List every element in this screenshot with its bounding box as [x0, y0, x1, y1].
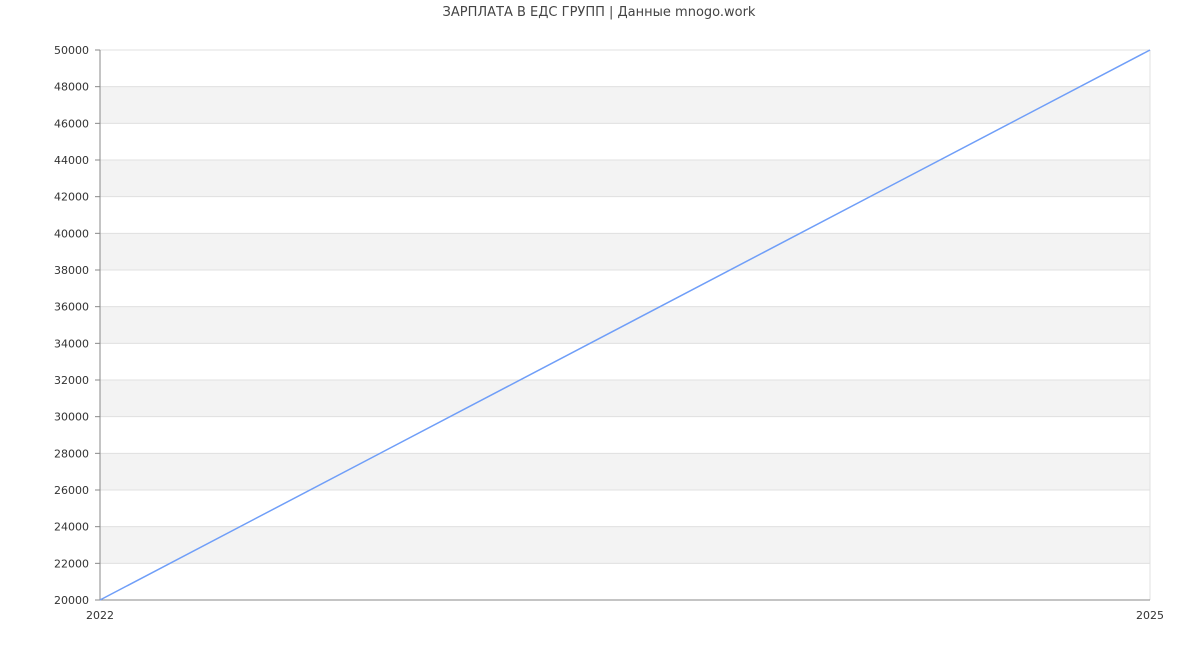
background-band: [100, 233, 1150, 270]
salary-series-line: [99, 49, 1151, 601]
y-tick-label: 28000: [54, 447, 89, 460]
y-tick-label: 38000: [54, 264, 89, 277]
y-tick-label: 32000: [54, 374, 89, 387]
y-tick-label: 40000: [54, 227, 89, 240]
background-band: [100, 526, 1150, 564]
y-tick-label: 26000: [54, 484, 89, 497]
x-tick-label: 2022: [86, 609, 114, 622]
y-tick-label: 20000: [54, 594, 89, 607]
y-tick-label: 24000: [54, 521, 89, 534]
y-tick-label: 34000: [54, 337, 89, 350]
background-band: [100, 380, 1150, 417]
y-tick-label: 22000: [54, 557, 89, 570]
background-band: [100, 453, 1150, 490]
chart-title: ЗАРПЛАТА В ЕДС ГРУПП | Данные mnogo.work: [443, 5, 756, 20]
background-band: [100, 86, 1150, 124]
y-tick-label: 50000: [54, 44, 89, 57]
y-tick-label: 48000: [54, 81, 89, 94]
y-tick-label: 42000: [54, 191, 89, 204]
background-band: [100, 160, 1150, 197]
y-tick-label: 44000: [54, 154, 89, 167]
y-tick-label: 46000: [54, 117, 89, 130]
y-tick-label: 30000: [54, 411, 89, 424]
y-tick-label: 36000: [54, 301, 89, 314]
x-tick-label: 2025: [1136, 609, 1164, 622]
